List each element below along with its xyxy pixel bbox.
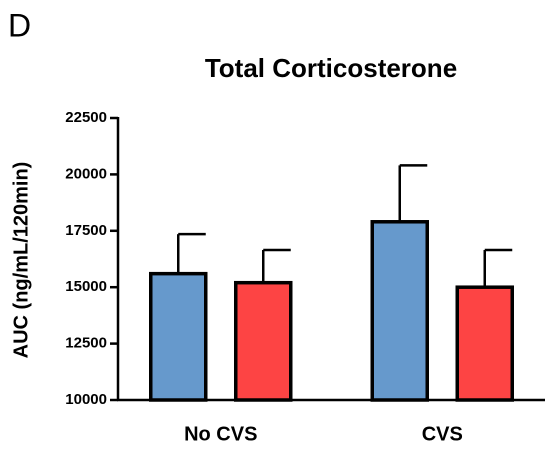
y-tick-label: 15000 (65, 278, 107, 295)
bar (455, 285, 514, 402)
y-tick-label: 20000 (65, 165, 107, 182)
bar (370, 220, 429, 402)
y-tick-label: 10000 (65, 391, 107, 408)
x-tick-label: CVS (422, 423, 463, 445)
y-tick-label: 17500 (65, 222, 107, 239)
y-tick-label: 22500 (65, 109, 107, 126)
y-tick-label: 12500 (65, 335, 107, 352)
x-tick-label: No CVS (184, 423, 257, 445)
chart-title: Total Corticosterone (205, 53, 457, 83)
bar (234, 280, 293, 402)
y-axis-label: AUC (ng/mL/120min) (10, 162, 32, 359)
bar (149, 271, 208, 402)
panel-label: D (8, 7, 31, 43)
